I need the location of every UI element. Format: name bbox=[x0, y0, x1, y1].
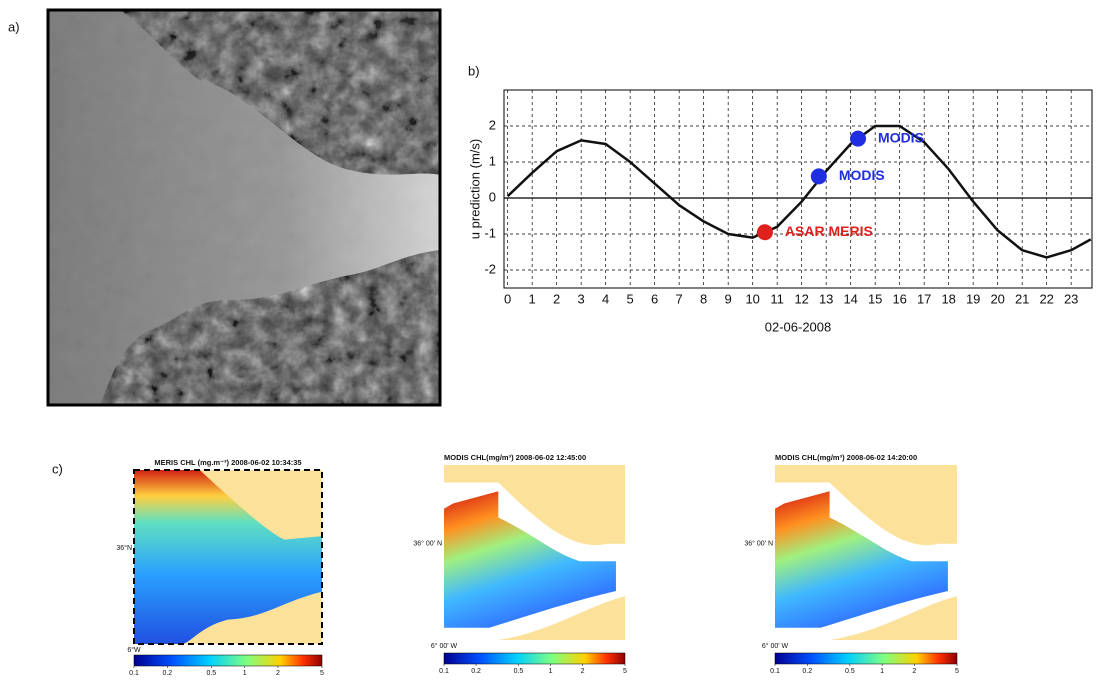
x-tick-label: 11 bbox=[770, 291, 784, 306]
x-tick-label: 9 bbox=[725, 291, 732, 306]
y-tick-label: -1 bbox=[484, 225, 496, 240]
panel-label: c) bbox=[52, 461, 63, 476]
annotation: ASAR MERIS bbox=[785, 223, 873, 239]
overpass-point bbox=[850, 131, 866, 147]
colorbar-tick-label: 2 bbox=[276, 670, 280, 675]
colorbar bbox=[775, 653, 957, 664]
map-title: MODIS CHL(mg/m³) 2008-06-02 12:45:00 bbox=[444, 453, 586, 462]
colorbar-tick-label: 0.5 bbox=[206, 670, 216, 675]
x-tick-label: 18 bbox=[941, 291, 955, 306]
colorbar-tick-label: 0.5 bbox=[514, 668, 524, 675]
y-tick-label: 1 bbox=[489, 153, 496, 168]
colorbar bbox=[444, 653, 625, 664]
colorbar bbox=[134, 655, 322, 666]
overpass-point bbox=[811, 168, 827, 184]
plot-area bbox=[504, 90, 1092, 288]
x-tick-label: 22 bbox=[1039, 291, 1053, 306]
x-tick-label: 1 bbox=[529, 291, 536, 306]
colorbar-tick-label: 0.1 bbox=[439, 668, 449, 675]
annotation: MODIS bbox=[878, 129, 924, 145]
colorbar-tick-label: 0.1 bbox=[770, 668, 780, 675]
map-title: MERIS CHL (mg.m⁻³) 2008-06-02 10:34:35 bbox=[154, 458, 301, 467]
x-tick-label: 15 bbox=[868, 291, 882, 306]
x-axis-label: 02-06-2008 bbox=[765, 319, 832, 334]
x-tick-label: 17 bbox=[917, 291, 931, 306]
x-tick-label: 5 bbox=[627, 291, 634, 306]
x-tick-label: 20 bbox=[990, 291, 1004, 306]
lon-label: 6° 00' W bbox=[762, 642, 789, 650]
panel-label: a) bbox=[8, 19, 20, 34]
colorbar-tick-label: 1 bbox=[243, 670, 247, 675]
colorbar-tick-label: 0.2 bbox=[802, 668, 812, 675]
lon-label: 6°W bbox=[127, 646, 141, 654]
x-tick-label: 13 bbox=[819, 291, 833, 306]
sar-image bbox=[48, 10, 440, 405]
x-tick-label: 7 bbox=[676, 291, 683, 306]
x-tick-label: 10 bbox=[745, 291, 759, 306]
y-axis-label: u prediction (m/s) bbox=[467, 139, 482, 239]
lon-label: 6° 00' W bbox=[431, 642, 458, 650]
colorbar-tick-label: 0.2 bbox=[471, 668, 481, 675]
colorbar-tick-label: 0.1 bbox=[129, 670, 139, 675]
colorbar-tick-label: 0.5 bbox=[845, 668, 855, 675]
figure: a) b) c) 0123456789101112131415161718192… bbox=[0, 0, 1096, 675]
colorbar-tick-label: 5 bbox=[320, 670, 324, 675]
x-tick-label: 12 bbox=[794, 291, 808, 306]
lat-label: 36° 00' N bbox=[744, 540, 773, 548]
colorbar-tick-label: 5 bbox=[955, 668, 959, 675]
colorbar-tick-label: 1 bbox=[549, 668, 553, 675]
colorbar-tick-label: 0.2 bbox=[162, 670, 172, 675]
x-tick-label: 23 bbox=[1064, 291, 1078, 306]
colorbar-tick-label: 1 bbox=[880, 668, 884, 675]
colorbar-tick-label: 5 bbox=[623, 668, 627, 675]
x-tick-label: 14 bbox=[843, 291, 857, 306]
x-tick-label: 2 bbox=[553, 291, 560, 306]
x-tick-label: 4 bbox=[602, 291, 609, 306]
lat-label: 36°N bbox=[116, 544, 132, 552]
y-tick-label: -2 bbox=[484, 261, 496, 276]
annotation: MODIS bbox=[839, 167, 885, 183]
x-tick-label: 8 bbox=[700, 291, 707, 306]
y-tick-label: 2 bbox=[489, 117, 496, 132]
overpass-point bbox=[757, 224, 773, 240]
map-title: MODIS CHL(mg/m³) 2008-06-02 14:20:00 bbox=[775, 453, 917, 462]
x-tick-label: 21 bbox=[1015, 291, 1029, 306]
x-tick-label: 19 bbox=[966, 291, 980, 306]
colorbar-tick-label: 2 bbox=[912, 668, 916, 675]
x-tick-label: 6 bbox=[651, 291, 658, 306]
panel-label: b) bbox=[468, 63, 480, 78]
x-tick-label: 3 bbox=[578, 291, 585, 306]
y-tick-label: 0 bbox=[489, 189, 496, 204]
x-tick-label: 16 bbox=[892, 291, 906, 306]
colorbar-tick-label: 2 bbox=[581, 668, 585, 675]
x-tick-label: 0 bbox=[504, 291, 511, 306]
lat-label: 36° 00' N bbox=[413, 540, 442, 548]
